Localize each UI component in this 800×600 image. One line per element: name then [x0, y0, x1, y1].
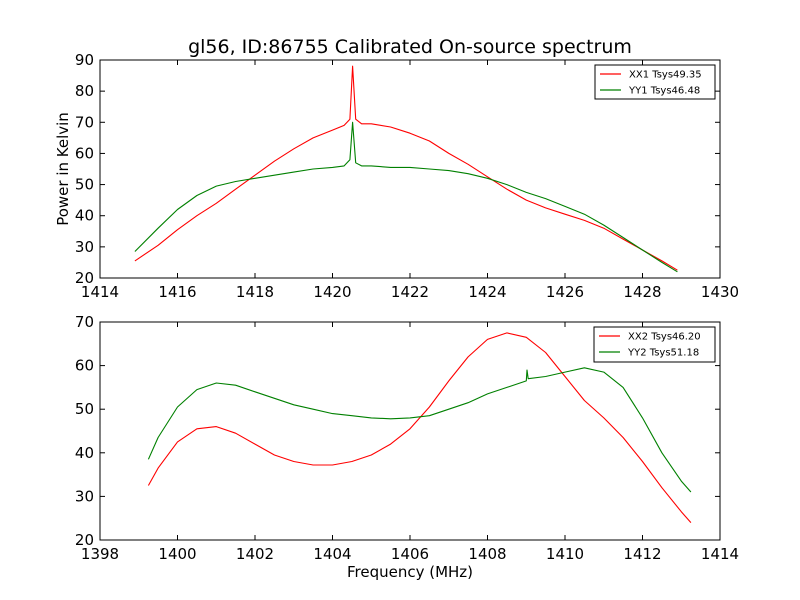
legend-label: XX1 Tsys49.35 [629, 70, 702, 81]
x-tick-label: 1412 [623, 545, 661, 563]
y-tick-label: 60 [75, 144, 94, 162]
y-tick-label: 70 [75, 313, 94, 331]
y-tick-label: 70 [75, 113, 94, 131]
x-tick-label: 1406 [391, 545, 429, 563]
bottom-plot: 1398 1400 1402 1404 1406 1408 1410 1412 1414 20 30… [75, 313, 739, 563]
y-axis-label: Power in Kelvin [54, 112, 72, 226]
top-plot: 1414 1416 1418 1420 1422 1424 1426 1428 1430 20 30… [75, 51, 739, 301]
series-line-xx [134, 65, 678, 271]
y-tick-label: 80 [75, 82, 94, 100]
y-tick-label: 50 [75, 176, 94, 194]
x-tick-label: 1424 [468, 283, 506, 301]
x-tick-label: 1408 [468, 545, 506, 563]
series-line-yy [147, 367, 692, 493]
x-axis-label: Frequency (MHz) [347, 563, 473, 581]
y-tick-label: 30 [75, 238, 94, 256]
x-tick-label: 1430 [701, 283, 739, 301]
y-tick-label: 90 [75, 51, 94, 69]
x-tick-label: 1418 [236, 283, 274, 301]
x-tick-label: 1404 [313, 545, 351, 563]
y-tick-label: 30 [75, 487, 94, 505]
y-tick-label: 40 [75, 444, 94, 462]
figure-title: gl56, ID:86755 Calibrated On-source spec… [188, 36, 632, 58]
x-tick-label: 1414 [81, 283, 119, 301]
legend-box [593, 326, 716, 363]
x-tick-label: 1420 [313, 283, 351, 301]
x-tick-label: 1422 [391, 283, 429, 301]
x-tick-label: 1428 [623, 283, 661, 301]
series-line-yy [134, 121, 678, 273]
series-line-xx [147, 332, 692, 523]
legend: XX1 Tsys49.35 YY1 Tsys46.48 [594, 64, 716, 100]
x-tick-label: 1426 [546, 283, 584, 301]
x-tick-label: 1416 [158, 283, 196, 301]
legend: XX2 Tsys46.20 YY2 Tsys51.18 [593, 326, 716, 363]
y-tick-label: 50 [75, 400, 94, 418]
y-tick-label: 20 [75, 531, 94, 549]
y-tick-label: 40 [75, 207, 94, 225]
y-tick-label: 20 [75, 269, 94, 287]
legend-box [594, 64, 716, 100]
x-tick-label: 1410 [546, 545, 584, 563]
y-tick-label: 60 [75, 357, 94, 375]
legend-label: YY2 Tsys51.18 [627, 348, 699, 359]
x-tick-label: 1400 [158, 545, 196, 563]
x-tick-label: 1414 [701, 545, 739, 563]
legend-label: YY1 Tsys46.48 [628, 86, 700, 97]
x-tick-label: 1398 [81, 545, 119, 563]
x-tick-label: 1402 [236, 545, 274, 563]
legend-label: XX2 Tsys46.20 [628, 332, 701, 343]
